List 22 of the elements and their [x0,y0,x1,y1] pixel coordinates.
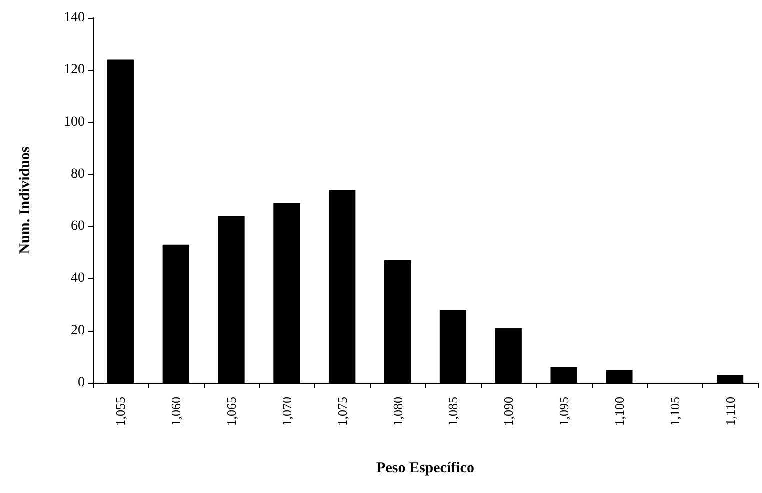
x-tick-label: 1,070 [279,397,294,426]
y-tick-label: 0 [78,376,85,390]
y-tick-label: 120 [64,62,85,78]
x-tick-label: 1,075 [334,397,350,426]
x-axis-title: Peso Específico [376,460,474,476]
x-tick-label: 1,100 [612,397,627,426]
x-tick-label: 1,085 [446,397,461,426]
y-tick-label: 60 [71,219,85,234]
y-tick-label: 140 [64,10,85,26]
x-tick-label: 1,060 [168,397,184,426]
y-tick-label: 100 [64,114,85,130]
x-tick-label: 1,055 [113,397,128,426]
y-tick-label: 40 [71,271,85,286]
x-tick-label: 1,090 [501,397,516,426]
y-axis-title: Num. Individuos [18,146,34,254]
y-tick-label: 80 [71,166,85,182]
x-tick-label: 1,105 [667,397,682,426]
x-tick-label: 1,095 [556,397,572,426]
y-tick-label: 20 [71,323,85,338]
x-tick-label: 1,110 [722,397,738,426]
x-tick-label: 1,065 [224,397,240,426]
x-tick-label: 1,080 [390,397,406,426]
